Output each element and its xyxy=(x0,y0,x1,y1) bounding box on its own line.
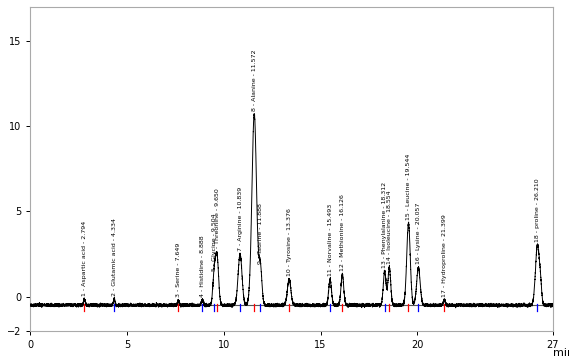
Text: 1 - Aspartic acid - 2.794: 1 - Aspartic acid - 2.794 xyxy=(82,220,87,296)
X-axis label: min: min xyxy=(552,348,569,359)
Text: 7 - Arginine - 10.839: 7 - Arginine - 10.839 xyxy=(237,186,242,250)
Text: 9 - Taurine - 11.888: 9 - Taurine - 11.888 xyxy=(258,203,263,264)
Text: 2 - Glutamic acid - 4.334: 2 - Glutamic acid - 4.334 xyxy=(112,218,117,296)
Text: 3 - Serine - 7.649: 3 - Serine - 7.649 xyxy=(176,243,181,297)
Text: 6 - Threonine - 9.650: 6 - Threonine - 9.650 xyxy=(215,188,220,254)
Text: 14 - Isoleucine - 18.554: 14 - Isoleucine - 18.554 xyxy=(387,191,392,264)
Text: 8 - Alanine - 11.572: 8 - Alanine - 11.572 xyxy=(251,49,257,111)
Text: 17 - Hydroproline - 21.399: 17 - Hydroproline - 21.399 xyxy=(442,214,447,297)
Text: 18 - proline - 26.210: 18 - proline - 26.210 xyxy=(535,179,540,242)
Text: 4 - Histidine - 8.888: 4 - Histidine - 8.888 xyxy=(200,235,205,297)
Text: 12 - Methionine - 16.126: 12 - Methionine - 16.126 xyxy=(340,194,345,271)
Text: 13 - Phenylalanine - 18.312: 13 - Phenylalanine - 18.312 xyxy=(382,182,387,268)
Text: 10 - Tyrosine - 13.376: 10 - Tyrosine - 13.376 xyxy=(287,208,292,276)
Text: 11 - Norvaline - 15.493: 11 - Norvaline - 15.493 xyxy=(328,204,333,276)
Text: 16 - Lysine - 20.057: 16 - Lysine - 20.057 xyxy=(416,203,421,264)
Text: 15 - Leucine - 19.544: 15 - Leucine - 19.544 xyxy=(406,154,411,220)
Text: 5 - Glycine - 9.504: 5 - Glycine - 9.504 xyxy=(212,213,217,271)
